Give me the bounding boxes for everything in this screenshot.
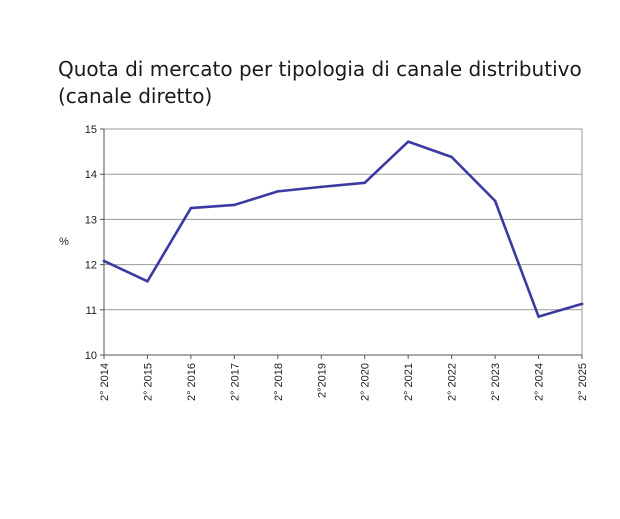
y-axis-label: %	[59, 236, 69, 248]
data-point-0-3	[233, 203, 236, 207]
x-tick-label-6: 2° 2020	[360, 363, 372, 401]
data-point-0-9	[493, 199, 497, 203]
x-tick-label-9: 2° 2023	[490, 363, 502, 401]
y-tick-label-14: 14	[85, 169, 97, 181]
data-point-0-0	[102, 259, 106, 263]
chart-title-line-1: Quota di mercato per tipologia di canale…	[58, 57, 582, 81]
data-point-0-4	[276, 190, 280, 193]
data-point-0-10	[537, 315, 540, 318]
x-tick-label-2: 2° 2016	[186, 363, 198, 401]
x-tick-label-1: 2° 2015	[142, 363, 154, 401]
y-tick-label-15: 15	[85, 124, 97, 136]
data-point-0-2	[189, 206, 193, 210]
data-point-0-1	[146, 280, 149, 283]
y-tick-label-12: 12	[85, 260, 97, 272]
y-tick-label-10: 10	[85, 350, 97, 362]
x-tick-label-5: 2°2019	[316, 363, 328, 398]
data-point-0-8	[450, 155, 453, 159]
series-line-0	[102, 140, 584, 318]
data-point-0-7	[406, 140, 410, 143]
y-tick-label-11: 11	[86, 305, 97, 317]
x-axis: 2° 2014 2° 2015 2° 2016 2° 2017 2° 2018 2°201…	[99, 354, 589, 401]
x-tick-label-0: 2° 2014	[99, 363, 111, 401]
data-point-0-5	[319, 185, 323, 189]
x-tick-label-8: 2° 2022	[447, 363, 459, 401]
x-tick-label-7: 2° 2021	[403, 363, 415, 401]
y-tick-label-13: 13	[85, 214, 97, 226]
x-tick-label-10: 2° 2024	[534, 363, 546, 401]
data-point-0-11	[580, 302, 584, 306]
x-tick-label-3: 2° 2017	[229, 363, 241, 401]
chart-title-line-2: (canale diretto)	[58, 84, 213, 108]
chart-title: Quota di mercato per tipologia di canale…	[58, 56, 582, 110]
x-tick-label-11: 2° 2025	[577, 363, 589, 401]
x-tick-label-4: 2° 2018	[273, 363, 285, 401]
y-axis: 10 11 12 13 14 15	[85, 124, 105, 362]
data-point-0-6	[363, 181, 367, 185]
series	[102, 140, 584, 318]
